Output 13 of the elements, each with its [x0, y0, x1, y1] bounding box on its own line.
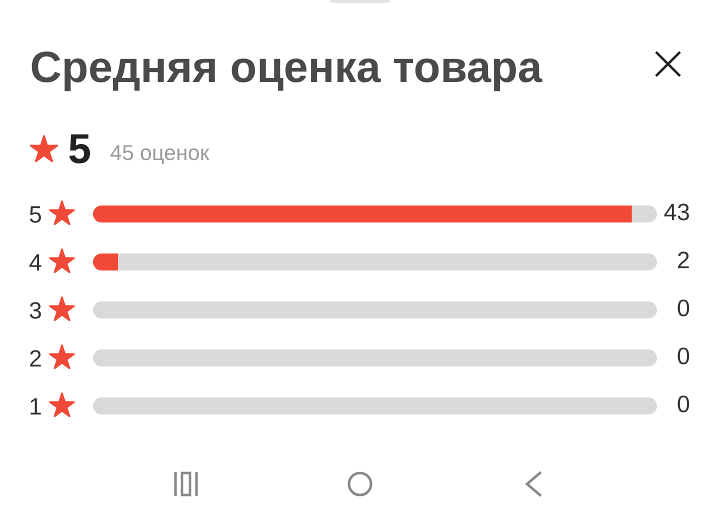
data-label: 2 — [678, 252, 689, 268]
y-tick-label: 1 — [30, 398, 41, 415]
y-tick-label: 5 — [30, 206, 42, 223]
data-label: 0 — [678, 348, 690, 364]
y-tick-label: 2 — [30, 350, 41, 367]
y-tick-label: 4 — [29, 254, 42, 271]
text: 5 — [69, 134, 90, 164]
data-label: 43 — [664, 204, 689, 220]
y-tick-label: 3 — [30, 302, 41, 319]
text: 45 оценок — [110, 145, 210, 164]
data-label: 0 — [678, 300, 690, 316]
chart-title: Средняя оценка товара — [32, 51, 542, 92]
data-label: 0 — [678, 396, 690, 412]
